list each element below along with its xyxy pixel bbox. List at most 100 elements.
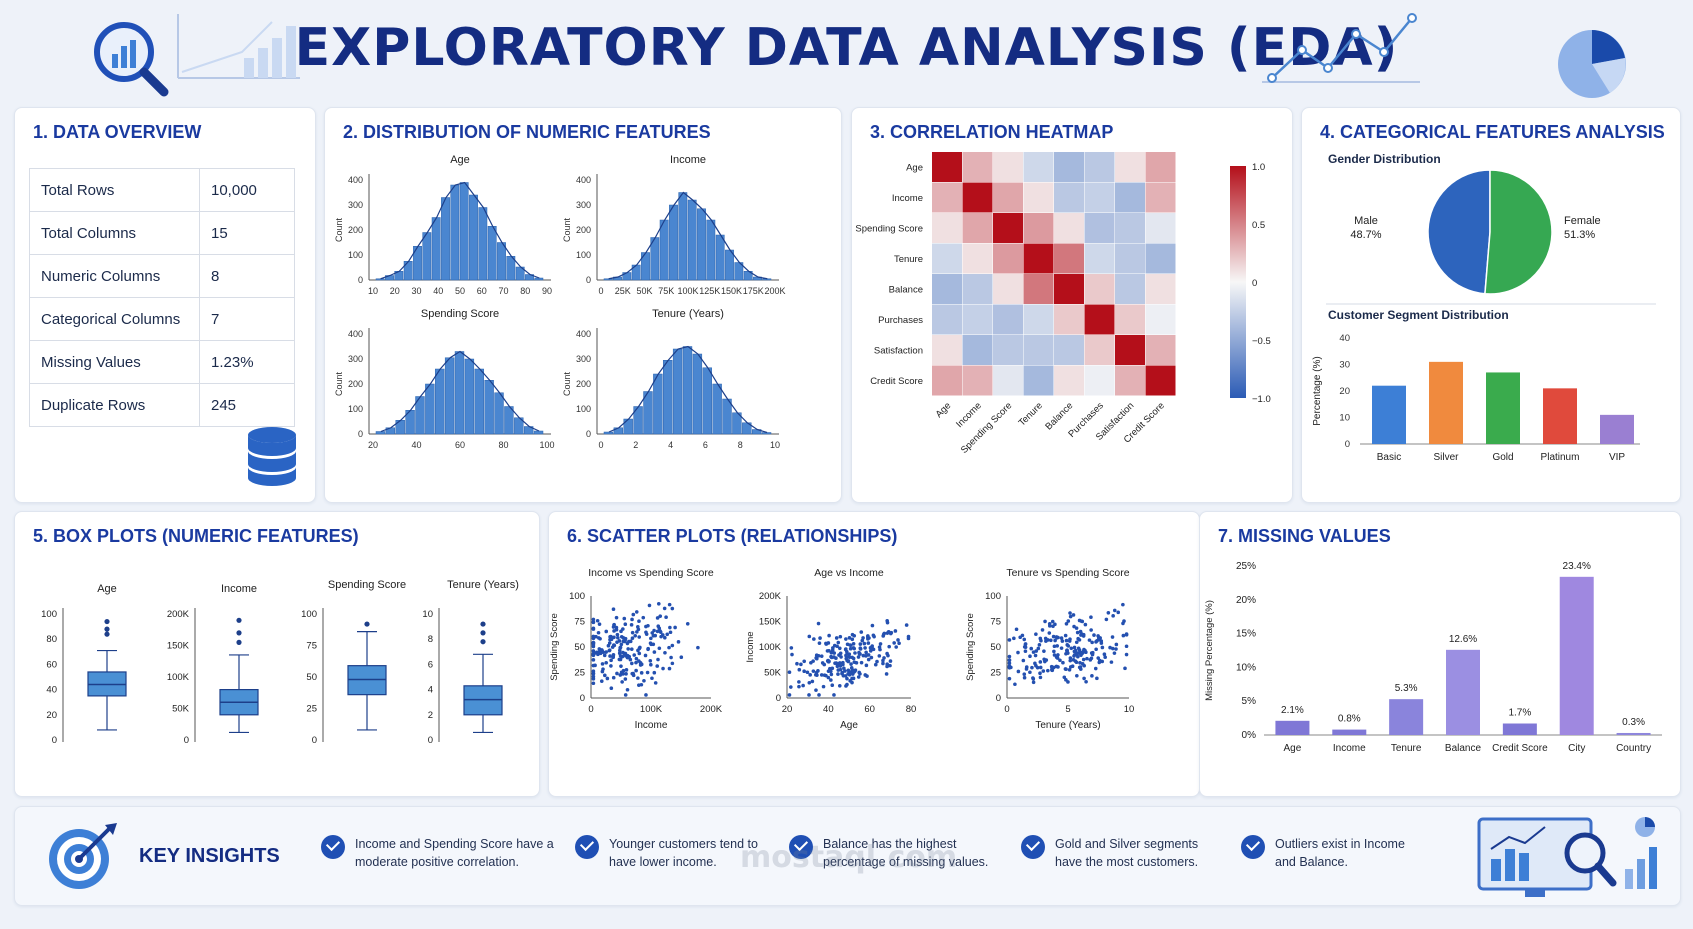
bar-ytick: 40	[1339, 333, 1350, 344]
missing-bar	[1332, 729, 1367, 735]
scatter-point	[611, 625, 616, 629]
heatmap-cell	[1023, 304, 1054, 335]
scatter-point	[824, 673, 828, 678]
scatter-point	[1012, 636, 1016, 641]
scatter-point	[1102, 652, 1107, 657]
box-ytick: 0	[428, 735, 433, 746]
scatter-point	[652, 628, 656, 633]
box-ytick: 8	[428, 634, 433, 645]
scatter-point	[656, 657, 660, 662]
scatter-point	[1024, 665, 1029, 669]
scatter-point	[1072, 624, 1076, 629]
box-ytick: 4	[428, 685, 433, 696]
hist-xtick: 20	[368, 440, 378, 450]
scatter-point	[1055, 644, 1060, 648]
scatter-point	[859, 630, 864, 634]
missing-category: Credit Score	[1492, 743, 1548, 754]
scatter-point	[787, 670, 792, 675]
scatter-point	[656, 602, 661, 606]
scatter-point	[829, 678, 833, 682]
scatter-point	[631, 671, 635, 676]
hist-xtick: 40	[433, 286, 443, 296]
missing-ytick: 15%	[1236, 629, 1256, 640]
scatter-point	[1094, 647, 1098, 652]
scatter-point	[849, 666, 854, 670]
hist-xtick: 0	[598, 440, 603, 450]
hist-xtick: 30	[411, 286, 421, 296]
scatter-point	[871, 647, 876, 652]
hist-title: Tenure (Years)	[652, 308, 724, 320]
scatter-point	[610, 645, 615, 649]
scatter-point	[836, 668, 841, 672]
scatter-point	[648, 658, 653, 663]
scatter-point	[635, 630, 639, 634]
heatmap-cell	[1115, 152, 1145, 182]
scatter-point	[656, 624, 661, 629]
scatter-point	[1022, 637, 1027, 642]
scatter-point	[658, 630, 663, 634]
heatmap-cell	[1054, 182, 1084, 213]
scatter-point	[593, 663, 597, 668]
line-chart-icon	[1262, 13, 1420, 83]
missing-bar	[1559, 576, 1594, 735]
missing-values-chart: Missing Percentage (%) 0% 5% 10% 15% 20% 25% 2.…	[1204, 561, 1662, 754]
scatter-point	[1075, 673, 1079, 678]
scatter-point	[819, 673, 824, 677]
scatter-point	[600, 649, 604, 653]
scatter-xlabel: Income	[635, 720, 668, 731]
scatter-point	[1016, 669, 1021, 674]
box-outlier	[104, 631, 110, 637]
hist-bar	[454, 351, 465, 435]
box-ytick: 2	[428, 710, 433, 721]
scatter-point	[623, 622, 628, 627]
hist-ytick: 400	[348, 175, 363, 185]
hist-ytick: 200	[576, 225, 591, 235]
hist-bar	[484, 380, 494, 435]
box-title: Income	[221, 583, 257, 595]
scatter-point	[1050, 668, 1054, 672]
hist-bar	[706, 219, 716, 281]
heatmap-cell	[1084, 243, 1115, 274]
scatter-point	[858, 642, 863, 646]
scatter-point	[1068, 658, 1073, 663]
scatter-point	[1052, 644, 1057, 649]
scatter-point	[1064, 622, 1069, 626]
hist-xtick: 0	[598, 286, 603, 296]
scatter-point	[1081, 657, 1086, 662]
scatter-point	[837, 684, 842, 688]
hist-bar	[494, 392, 504, 435]
scatter-point	[1014, 627, 1019, 632]
scatter-point	[840, 671, 844, 676]
hist-ytick: 200	[576, 379, 591, 389]
check-icon	[1021, 835, 1045, 859]
scatter-point	[639, 662, 644, 667]
bar-title: Customer Segment Distribution	[1328, 308, 1509, 322]
heatmap-cell	[1054, 365, 1084, 396]
scatter-point	[894, 645, 898, 649]
hist-ytick: 400	[576, 329, 591, 339]
scatter-point	[1072, 645, 1077, 650]
scatter-point	[624, 672, 628, 676]
scatter-panel: 6. SCATTER PLOTS (RELATIONSHIPS) Income …	[548, 511, 1200, 797]
hist-xtick: 8	[738, 440, 743, 450]
scatter-point	[1022, 672, 1027, 677]
missing-bar	[1502, 723, 1537, 735]
scatter-point	[618, 646, 622, 650]
scatter-point	[634, 610, 639, 614]
heatmap-row-label: Credit Score	[870, 376, 923, 387]
box-ytick: 200K	[167, 609, 190, 620]
bar-ytick: 20	[1339, 386, 1350, 397]
scatter-point	[857, 652, 862, 656]
heatmap-cell	[993, 274, 1023, 304]
scatter-point	[829, 669, 833, 674]
row-value: 10,000	[199, 168, 295, 212]
scatter-point	[1052, 653, 1057, 657]
heatmap-cell	[962, 213, 993, 243]
scatter-point	[811, 669, 816, 673]
scatter-point	[1007, 661, 1012, 665]
heatmap-cell	[1145, 304, 1176, 335]
scatter-point	[1124, 644, 1129, 649]
heatmap-cell	[932, 365, 962, 396]
scatter-point	[629, 623, 634, 627]
scatter-point	[630, 617, 634, 622]
